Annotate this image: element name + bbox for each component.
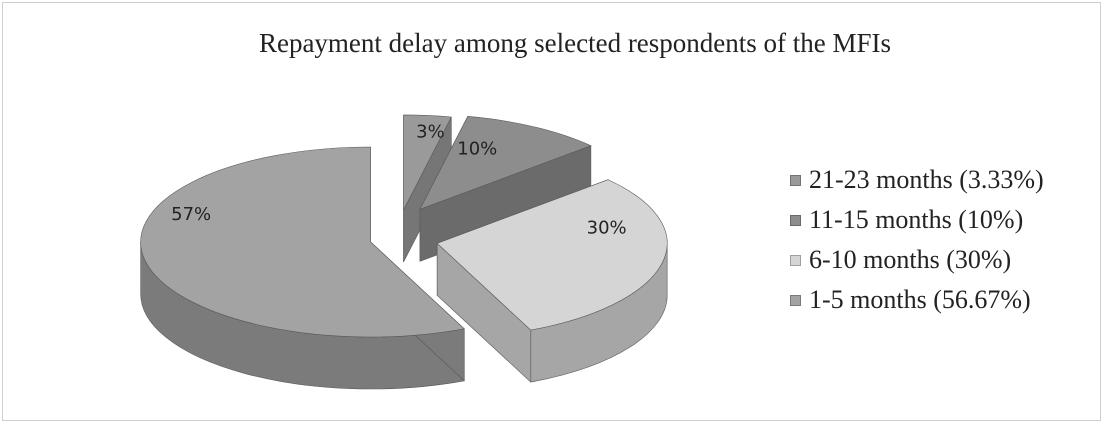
data-label-1: 10% xyxy=(457,138,497,159)
legend-swatch-0 xyxy=(790,174,801,186)
chart-title: Repayment delay among selected responden… xyxy=(258,28,892,58)
pie-slice-3 xyxy=(140,146,465,390)
legend-label-2: 6-10 months (30%) xyxy=(809,245,1012,274)
legend-item-0: 21-23 months (3.33%) xyxy=(790,160,1044,200)
legend-item-3: 1-5 months (56.67%) xyxy=(790,280,1044,320)
pie-slice-2 xyxy=(436,179,668,383)
legend-label-1: 11-15 months (10%) xyxy=(809,205,1024,234)
pie-slice-top-2 xyxy=(436,179,668,331)
data-label-3: 57% xyxy=(171,204,211,225)
legend-label-0: 21-23 months (3.33%) xyxy=(809,165,1044,194)
legend-swatch-3 xyxy=(790,294,801,306)
pie-slice-1 xyxy=(419,116,592,262)
data-label-2: 30% xyxy=(587,218,627,239)
pie-layer: 3% 10% 30% 57% xyxy=(140,114,668,390)
legend: 21-23 months (3.33%) 11-15 months (10%) 6-… xyxy=(790,160,1044,320)
data-label-0: 3% xyxy=(416,121,445,142)
legend-item-2: 6-10 months (30%) xyxy=(790,240,1044,280)
pie-slice-top-1 xyxy=(419,116,592,210)
legend-label-3: 1-5 months (56.67%) xyxy=(809,285,1031,314)
legend-swatch-1 xyxy=(790,214,801,226)
pie-slice-top-3 xyxy=(140,146,465,338)
legend-swatch-2 xyxy=(790,254,801,266)
pie-slice-0 xyxy=(403,114,452,263)
pie-slice-top-0 xyxy=(403,114,452,211)
legend-item-1: 11-15 months (10%) xyxy=(790,200,1044,240)
